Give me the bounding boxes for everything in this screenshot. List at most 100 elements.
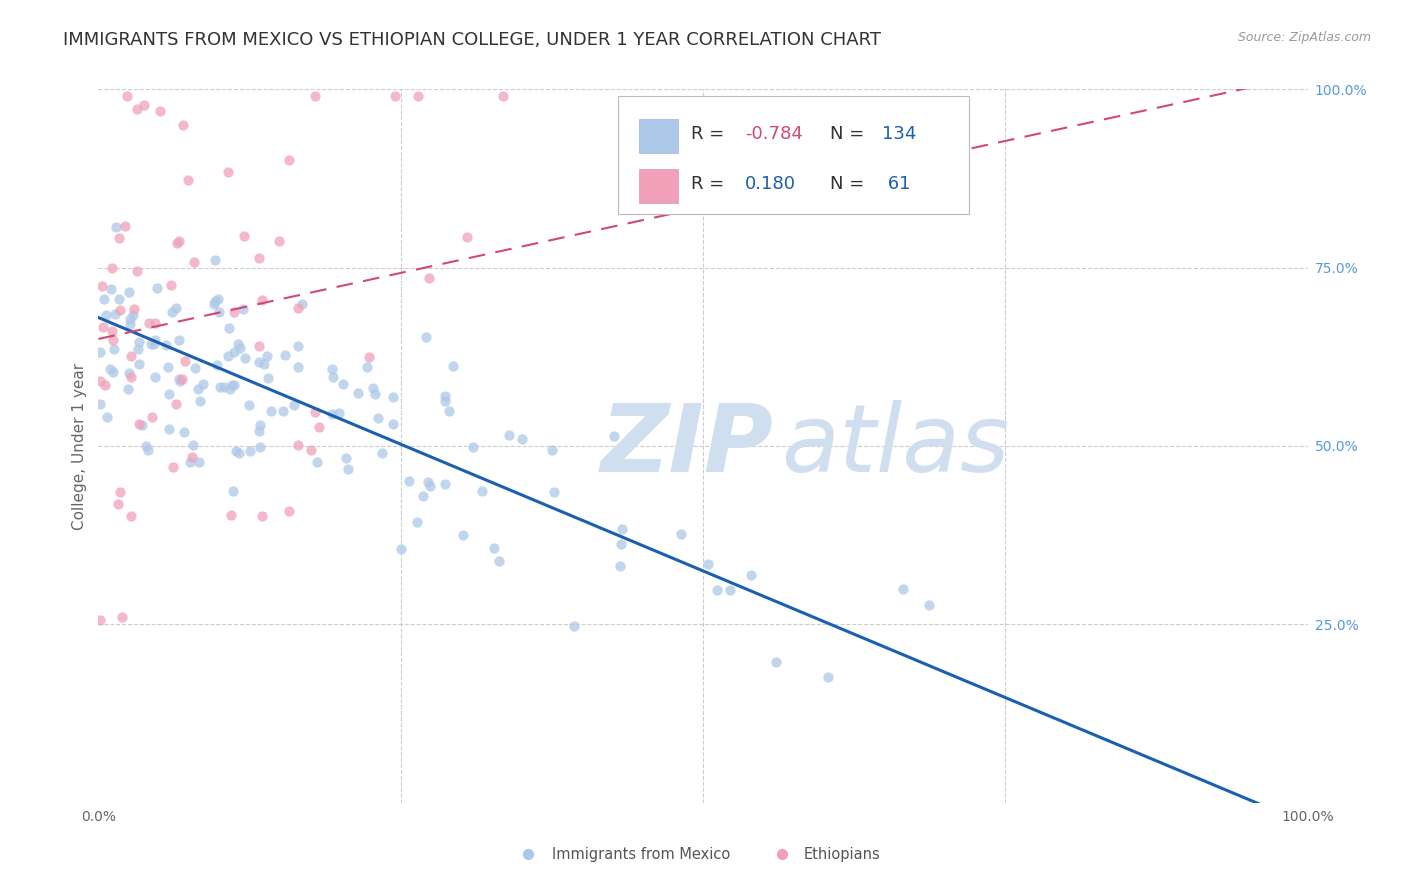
Point <box>609 537 631 551</box>
Point <box>187 383 209 397</box>
Point <box>367 410 389 425</box>
Point <box>218 382 240 396</box>
Point <box>155 338 177 352</box>
Point <box>363 381 385 395</box>
Point <box>273 403 295 417</box>
Point <box>603 428 626 442</box>
Point <box>267 234 290 248</box>
Point <box>247 251 270 265</box>
Point <box>412 489 434 503</box>
Point <box>202 297 225 311</box>
Point <box>238 398 260 412</box>
Point <box>249 354 271 368</box>
Text: IMMIGRANTS FROM MEXICO VS ETHIOPIAN COLLEGE, UNDER 1 YEAR CORRELATION CHART: IMMIGRANTS FROM MEXICO VS ETHIOPIAN COLL… <box>63 31 882 49</box>
Point <box>228 342 250 356</box>
Point <box>247 339 270 353</box>
Point <box>127 264 149 278</box>
Point <box>108 231 131 245</box>
Point <box>159 278 181 293</box>
Point <box>217 349 239 363</box>
Point <box>389 541 412 556</box>
Point <box>166 235 188 250</box>
Point <box>108 484 131 499</box>
Point <box>439 404 461 418</box>
Point <box>181 450 204 465</box>
Point <box>277 503 299 517</box>
Point <box>256 349 278 363</box>
Point <box>492 89 515 103</box>
Point <box>136 442 159 457</box>
Point <box>541 442 564 457</box>
Point <box>322 369 344 384</box>
Point <box>817 670 839 684</box>
Point <box>696 558 718 572</box>
Point <box>183 360 205 375</box>
Point <box>179 455 201 469</box>
Point <box>562 618 585 632</box>
Point <box>247 424 270 438</box>
Point <box>172 119 194 133</box>
Point <box>287 339 309 353</box>
Point <box>891 582 914 596</box>
Point <box>100 324 122 338</box>
Point <box>145 333 167 347</box>
Text: R =: R = <box>690 175 730 193</box>
Point <box>118 366 141 380</box>
Point <box>346 385 368 400</box>
Point <box>167 234 190 248</box>
Point <box>128 417 150 431</box>
Text: Source: ZipAtlas.com: Source: ZipAtlas.com <box>1237 31 1371 45</box>
Point <box>103 365 125 379</box>
Point <box>299 442 322 457</box>
Point <box>669 526 692 541</box>
Point <box>108 292 131 306</box>
Point <box>406 89 429 103</box>
Point <box>183 254 205 268</box>
Point <box>706 582 728 597</box>
Text: 61: 61 <box>882 175 911 193</box>
Point <box>433 393 456 408</box>
Point <box>204 294 226 309</box>
Point <box>188 393 211 408</box>
Point <box>273 347 295 361</box>
Point <box>94 377 117 392</box>
Point <box>118 311 141 326</box>
Point <box>250 509 273 524</box>
Point <box>89 396 111 410</box>
Point <box>142 336 165 351</box>
Point <box>145 369 167 384</box>
Point <box>441 359 464 374</box>
Point <box>308 419 330 434</box>
Point <box>337 461 360 475</box>
Point <box>770 847 793 862</box>
Point <box>115 89 138 103</box>
Point <box>307 455 329 469</box>
Point <box>111 610 134 624</box>
Point <box>157 422 180 436</box>
Point <box>610 522 633 536</box>
Point <box>218 321 240 335</box>
Point <box>277 153 299 168</box>
Point <box>208 379 231 393</box>
Point <box>516 847 538 862</box>
Point <box>188 455 211 469</box>
Point <box>103 343 125 357</box>
Point <box>145 280 167 294</box>
Point <box>101 333 124 347</box>
Point <box>181 438 204 452</box>
Text: Immigrants from Mexico: Immigrants from Mexico <box>551 847 730 862</box>
Point <box>89 374 111 388</box>
Point <box>100 282 122 296</box>
Point <box>451 528 474 542</box>
Point <box>120 370 142 384</box>
Point <box>419 479 441 493</box>
Point <box>157 387 180 401</box>
Text: N =: N = <box>830 175 870 193</box>
Point <box>287 360 309 375</box>
Point <box>222 345 245 359</box>
Point <box>332 376 354 391</box>
Point <box>128 358 150 372</box>
Point <box>226 336 249 351</box>
Point <box>222 483 245 498</box>
Point <box>222 378 245 392</box>
